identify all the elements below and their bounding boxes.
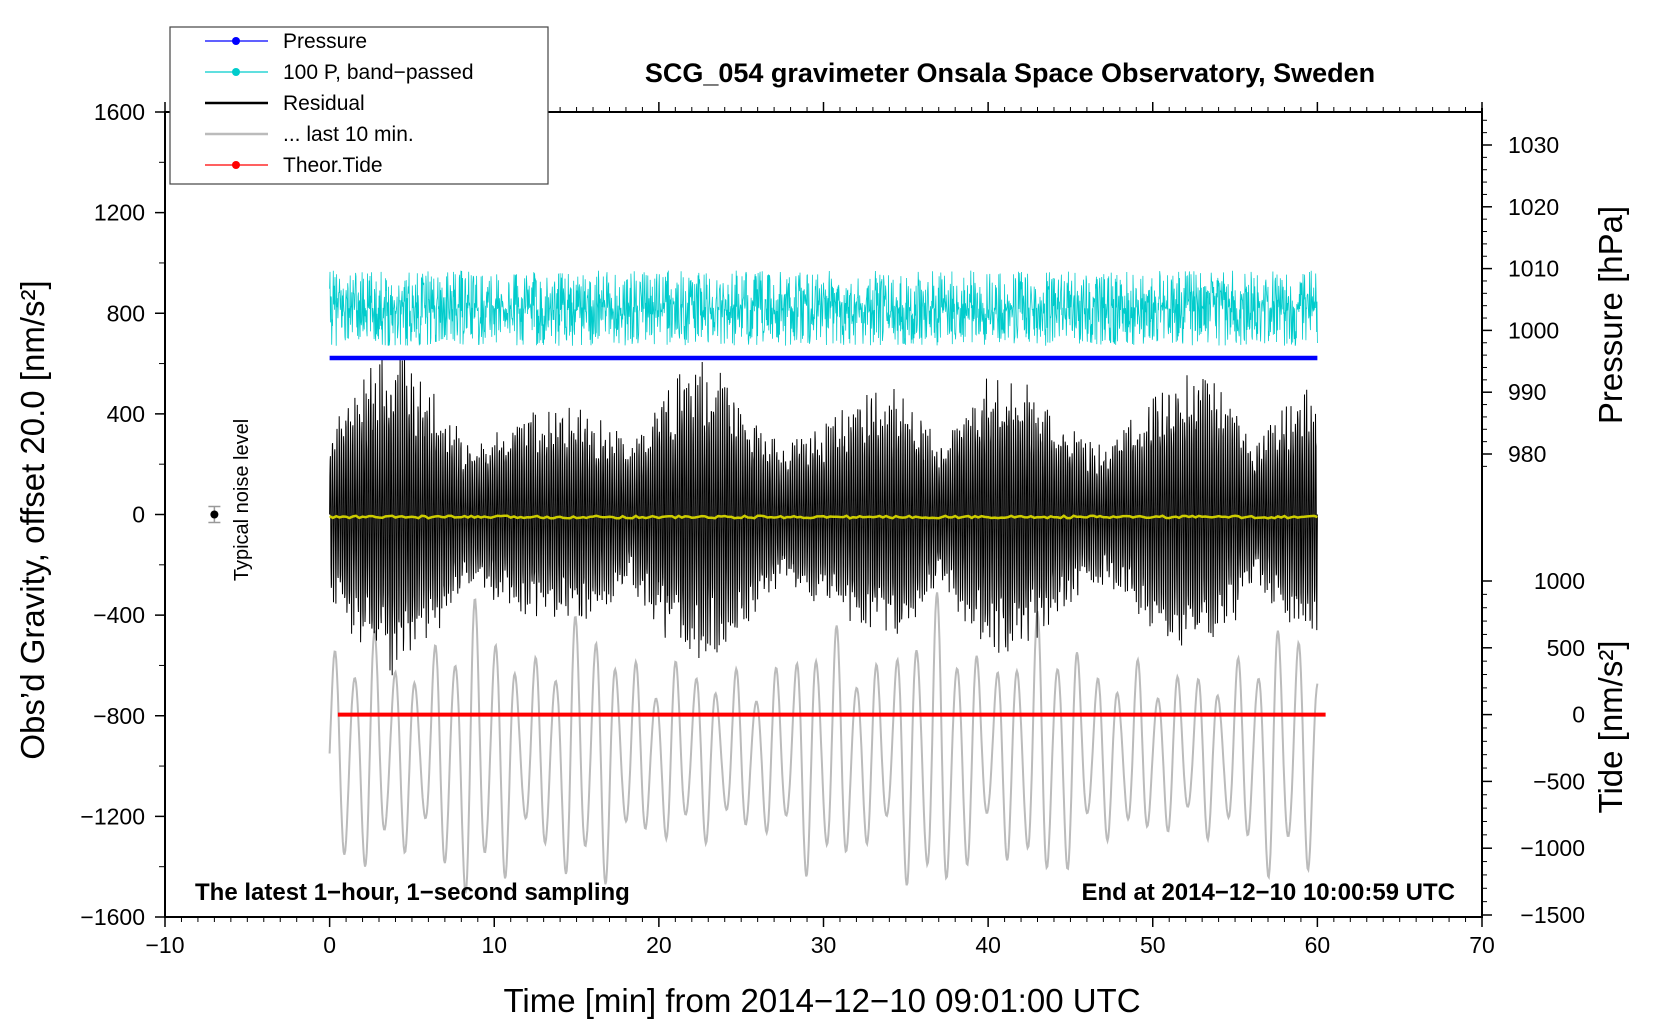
chart-title: SCG_054 gravimeter Onsala Space Observat… [645,58,1375,88]
tide-tick-label: −500 [1533,768,1585,794]
tide-tick-label: 1000 [1534,568,1585,594]
x-tick-label: 40 [975,932,1001,958]
y-tick-label: 400 [107,401,145,427]
x-tick-label: 50 [1140,932,1166,958]
y-tick-label: −800 [93,703,145,729]
y-tick-label: 0 [132,502,145,528]
y-tick-label: −1200 [80,803,145,829]
pressure-tick-label: 1000 [1508,317,1559,343]
y-tick-label: 800 [107,300,145,326]
legend-label: ... last 10 min. [283,123,414,146]
y-tick-label: 1200 [94,200,145,226]
x-tick-label: 60 [1305,932,1331,958]
tide-tick-label: 500 [1547,635,1585,661]
y-tick-label: −400 [93,602,145,628]
y-axis-title-pressure: Pressure [hPa] [1592,206,1629,424]
tide-tick-label: 0 [1572,702,1585,728]
y-axis-left: 1600 1200 800 400 0 −400 −800 −1200 −1600 [80,99,165,930]
series-residual-mean [329,514,1318,520]
x-tick-label: 30 [811,932,837,958]
pressure-tick-label: 990 [1508,379,1546,405]
x-tick-label: −10 [145,932,184,958]
legend-label: Residual [283,92,365,115]
pressure-tick-label: 980 [1508,441,1546,467]
x-tick-label: 70 [1469,932,1495,958]
legend-marker [232,161,240,169]
legend-label: Theor.Tide [283,154,383,177]
note-end-time: End at 2014−12−10 10:00:59 UTC [1081,879,1455,906]
legend-marker [232,37,240,45]
tide-tick-label: −1500 [1520,902,1585,928]
series-last-10-min [328,592,1319,894]
legend-box [169,26,549,185]
legend-label: 100 P, band−passed [283,61,474,84]
y-axis-title-tide: Tide [nm/s²] [1592,641,1629,814]
legend-label: Pressure [283,30,367,53]
y-tick-label: −1600 [80,904,145,930]
noise-point [210,510,219,519]
noise-level-label: Typical noise level [231,419,253,581]
series-layer [328,270,1326,894]
x-axis: −10 0 10 20 30 40 50 60 70 [145,102,1495,958]
x-tick-label: 20 [646,932,672,958]
x-tick-label: 0 [323,932,336,958]
note-sampling: The latest 1−hour, 1−second sampling [195,879,630,906]
tide-tick-label: −1000 [1520,835,1585,861]
y-axis-title-gravity: Obs’d Gravity, offset 20.0 [nm/s²] [14,280,51,759]
x-axis-title: Time [min] from 2014−12−10 09:01:00 UTC [503,982,1140,1019]
y-tick-label: 1600 [94,99,145,125]
series-band-passed-pressure [329,270,1318,346]
legend-marker [232,68,240,76]
series-residual [329,357,1318,676]
legend: Pressure 100 P, band−passed Residual ... la… [169,26,549,185]
y-axis-pressure: 1030 1020 1010 1000 990 980 [1481,108,1559,478]
y-axis-tide: 1000 500 0 −500 −1000 −1500 [1482,568,1585,928]
pressure-tick-label: 1030 [1508,132,1559,158]
pressure-tick-label: 1020 [1508,194,1559,220]
x-tick-label: 10 [481,932,507,958]
noise-level-indicator [208,505,221,524]
pressure-tick-label: 1010 [1508,256,1559,282]
